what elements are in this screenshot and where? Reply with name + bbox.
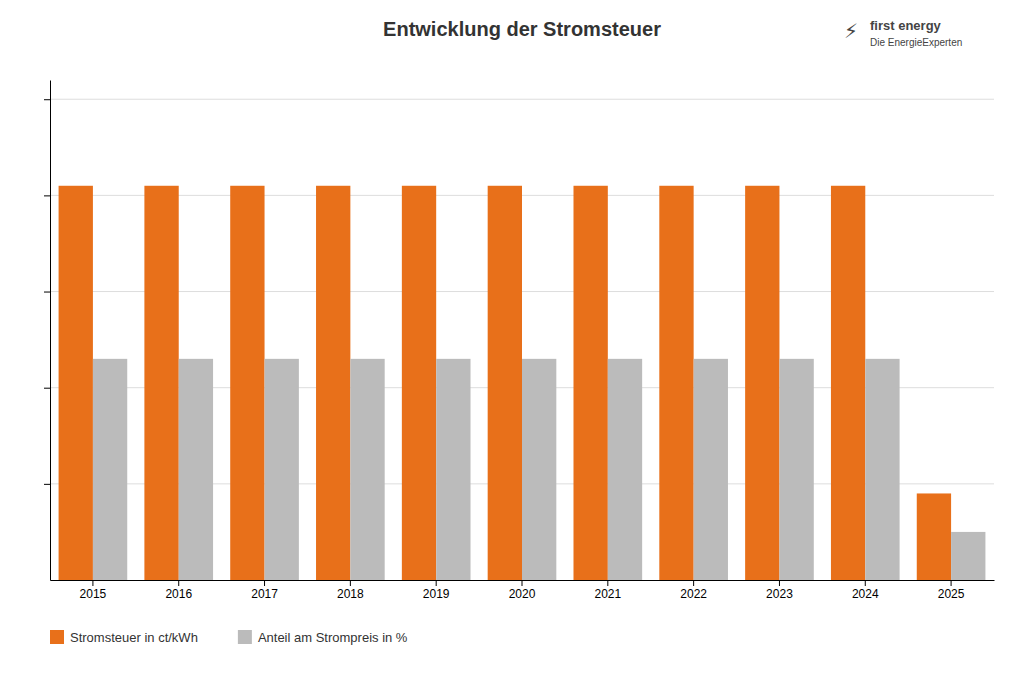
bar (93, 359, 127, 580)
bar (694, 359, 728, 580)
x-tick-mark (607, 580, 608, 586)
bar (522, 359, 556, 580)
x-tick-mark (264, 580, 265, 586)
x-tick-mark (178, 580, 179, 586)
x-tick: 2015 (80, 580, 107, 601)
x-tick: 2023 (766, 580, 793, 601)
bar (573, 186, 607, 580)
bar (350, 359, 384, 580)
bar (436, 359, 470, 580)
y-tick-mark (44, 292, 50, 293)
y-tick (44, 99, 50, 100)
bars (59, 186, 986, 580)
bar (917, 493, 951, 580)
x-tick: 2019 (423, 580, 450, 601)
x-tick-mark (951, 580, 952, 586)
annotation: ⚡ (844, 20, 858, 42)
legend-item: Stromsteuer in ct/kWh (50, 630, 198, 645)
x-tick: 2018 (337, 580, 364, 601)
bar (865, 359, 899, 580)
x-tick-label: 2021 (594, 587, 621, 601)
bar (745, 186, 779, 580)
x-tick-mark (522, 580, 523, 586)
x-tick: 2017 (251, 580, 278, 601)
x-tick-label: 2019 (423, 587, 450, 601)
annotation: first energy (870, 18, 942, 33)
legend: Stromsteuer in ct/kWh Anteil am Stromprei… (50, 630, 408, 645)
bar (179, 359, 213, 580)
title: Entwicklung der Stromsteuer (383, 18, 661, 40)
x-tick: 2022 (680, 580, 707, 601)
bar (831, 186, 865, 580)
x-axis: 2015 2016 2017 2018 2019 2020 2021 2022 2023 2024… (51, 580, 995, 601)
y-tick-mark (44, 195, 50, 196)
y-axis (44, 81, 51, 581)
x-tick-mark (436, 580, 437, 586)
bar (659, 186, 693, 580)
y-tick-mark (44, 484, 50, 485)
x-tick: 2021 (594, 580, 621, 601)
chart: Entwicklung der Stromsteuer ⚡ first energy… (0, 0, 1024, 690)
x-tick-label: 2025 (938, 587, 965, 601)
logo: ⚡ first energy Die EnergieExperten (844, 18, 962, 48)
y-tick (44, 292, 50, 293)
y-tick-mark (44, 388, 50, 389)
grid-line (50, 99, 994, 100)
x-tick-label: 2016 (165, 587, 192, 601)
legend-label: Anteil am Strompreis in % (258, 630, 408, 645)
x-tick-label: 2024 (852, 587, 879, 601)
legend-swatch (238, 630, 252, 644)
y-tick (44, 388, 50, 389)
bar (779, 359, 813, 580)
y-tick (44, 484, 50, 485)
bar (265, 359, 299, 580)
bar (230, 186, 264, 580)
y-tick (44, 195, 50, 196)
x-tick-label: 2023 (766, 587, 793, 601)
x-tick-mark (865, 580, 866, 586)
bar (608, 359, 642, 580)
x-tick-mark (92, 580, 93, 586)
bar (488, 186, 522, 580)
x-tick: 2016 (165, 580, 192, 601)
x-tick: 2025 (938, 580, 965, 601)
x-tick-label: 2018 (337, 587, 364, 601)
plot: 2015 2016 2017 2018 2019 2020 2021 2022 2023 2024… (44, 81, 995, 601)
bar (951, 532, 985, 580)
y-axis-line (50, 81, 51, 581)
x-tick-mark (693, 580, 694, 586)
legend-swatch (50, 630, 64, 644)
x-tick-label: 2015 (80, 587, 107, 601)
bar (59, 186, 93, 580)
legend-item: Anteil am Strompreis in % (238, 630, 408, 645)
x-tick-label: 2020 (509, 587, 536, 601)
x-tick-mark (350, 580, 351, 586)
bar (402, 186, 436, 580)
bar (144, 186, 178, 580)
y-tick-mark (44, 99, 50, 100)
x-tick-mark (779, 580, 780, 586)
x-tick: 2024 (852, 580, 879, 601)
bar (316, 186, 350, 580)
annotation: Die EnergieExperten (870, 37, 962, 48)
legend-label: Stromsteuer in ct/kWh (70, 630, 198, 645)
x-tick-label: 2022 (680, 587, 707, 601)
x-tick-label: 2017 (251, 587, 278, 601)
x-tick: 2020 (509, 580, 536, 601)
